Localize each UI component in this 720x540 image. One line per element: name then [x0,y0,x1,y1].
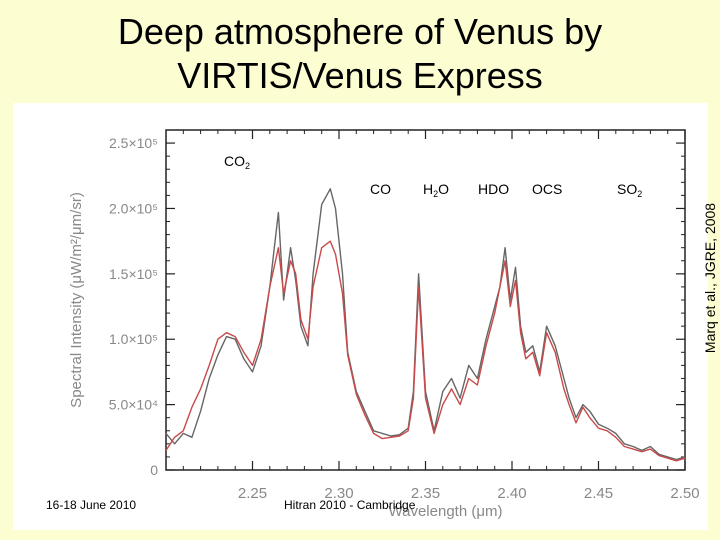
series-line-observed [165,188,686,461]
spectrum-chart: 0 5.0×10⁴ 1.0×10⁵ 1.5×10⁵ 2.0×10⁵ 2.5×10⁵ 2.25… [68,129,700,520]
y-axis-label: Spectral Intensity (μW/m²/μm/sr) [68,192,85,408]
y-tick-label: 5.0×10⁴ [109,397,158,413]
y-tick-label: 1.5×10⁵ [109,266,158,282]
label-ocs: OCS [532,181,563,197]
label-co: CO [370,181,391,197]
footer-conference: Hitran 2010 - Cambridge [284,498,416,512]
spectrum-plot-panel: 0 5.0×10⁴ 1.0×10⁵ 1.5×10⁵ 2.0×10⁵ 2.5×10⁵ 2.25… [13,103,708,530]
title-line-2: VIRTIS/Venus Express [177,55,543,96]
x-tick-label: 2.35 [411,485,440,502]
y-tick-label: 2.0×10⁵ [109,200,158,216]
y-tick-label: 2.5×10⁵ [109,135,158,151]
footer-date: 16-18 June 2010 [46,498,137,512]
x-tick-label: 2.25 [238,485,267,502]
x-tick-label: 2.45 [584,485,613,502]
label-hdo: HDO [478,181,510,197]
citation: Marq et al., JGRE, 2008 [702,202,718,354]
x-tick-label: 2.30 [324,485,353,502]
title-line-1: Deep atmosphere of Venus by [117,11,603,52]
x-tick-label: 2.40 [497,485,526,502]
slide-title: Deep atmosphere of Venus by VIRTIS/Venus… [0,10,720,98]
x-tick-label: 2.50 [670,485,699,502]
label-so2: SO2 [617,181,643,199]
x-axis-label: Wavelength (μm) [389,503,503,520]
label-h2o: H2O [423,181,450,199]
label-co2: CO2 [224,153,251,171]
series-line-model [165,240,686,462]
y-tick-label: 0 [150,462,158,478]
y-tick-label: 1.0×10⁵ [109,331,158,347]
